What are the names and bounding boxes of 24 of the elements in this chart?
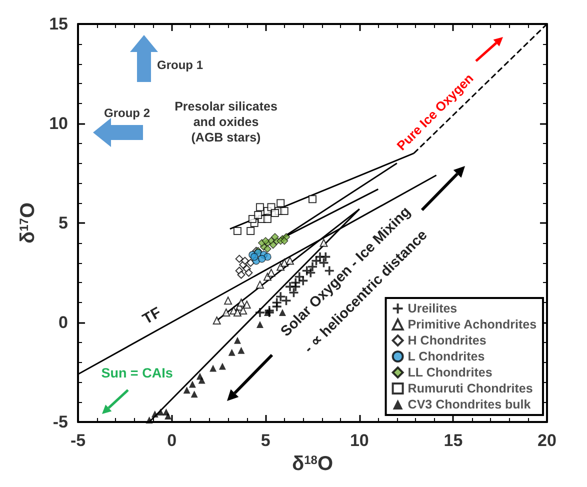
x-tick-label: 10 — [350, 431, 369, 450]
annotation: Group 2 — [104, 106, 150, 120]
annotation: Presolar silicates and oxides (AGB stars) — [174, 100, 278, 144]
legend-label: Ureilites — [408, 302, 458, 316]
legend-label: Primitive Achondrites — [408, 318, 537, 332]
annotation: Sun = CAIs — [101, 366, 173, 380]
legend-label: H Chondrites — [408, 334, 486, 348]
y-axis-title: δ17O — [17, 202, 40, 244]
x-tick-label: 20 — [538, 431, 556, 450]
annotation: Group 1 — [157, 58, 204, 72]
y-tick-label: 10 — [49, 114, 68, 133]
y-tick-label: -5 — [52, 412, 68, 432]
legend-label: Rumuruti Chondrites — [408, 382, 533, 396]
legend-label: LL Chondrites — [408, 366, 492, 380]
legend-label: L Chondrites — [408, 350, 485, 364]
x-tick-label: 0 — [167, 431, 177, 450]
y-tick-label: 15 — [49, 14, 68, 34]
y-tick-label: 0 — [58, 313, 68, 332]
x-tick-label: -5 — [70, 431, 86, 450]
y-tick-label: 5 — [58, 214, 68, 232]
legend-label: CV3 Chondrites bulk — [408, 398, 531, 412]
x-tick-label: 5 — [260, 431, 270, 450]
x-tick-label: 15 — [444, 431, 463, 450]
annotation: TF — [140, 304, 164, 328]
